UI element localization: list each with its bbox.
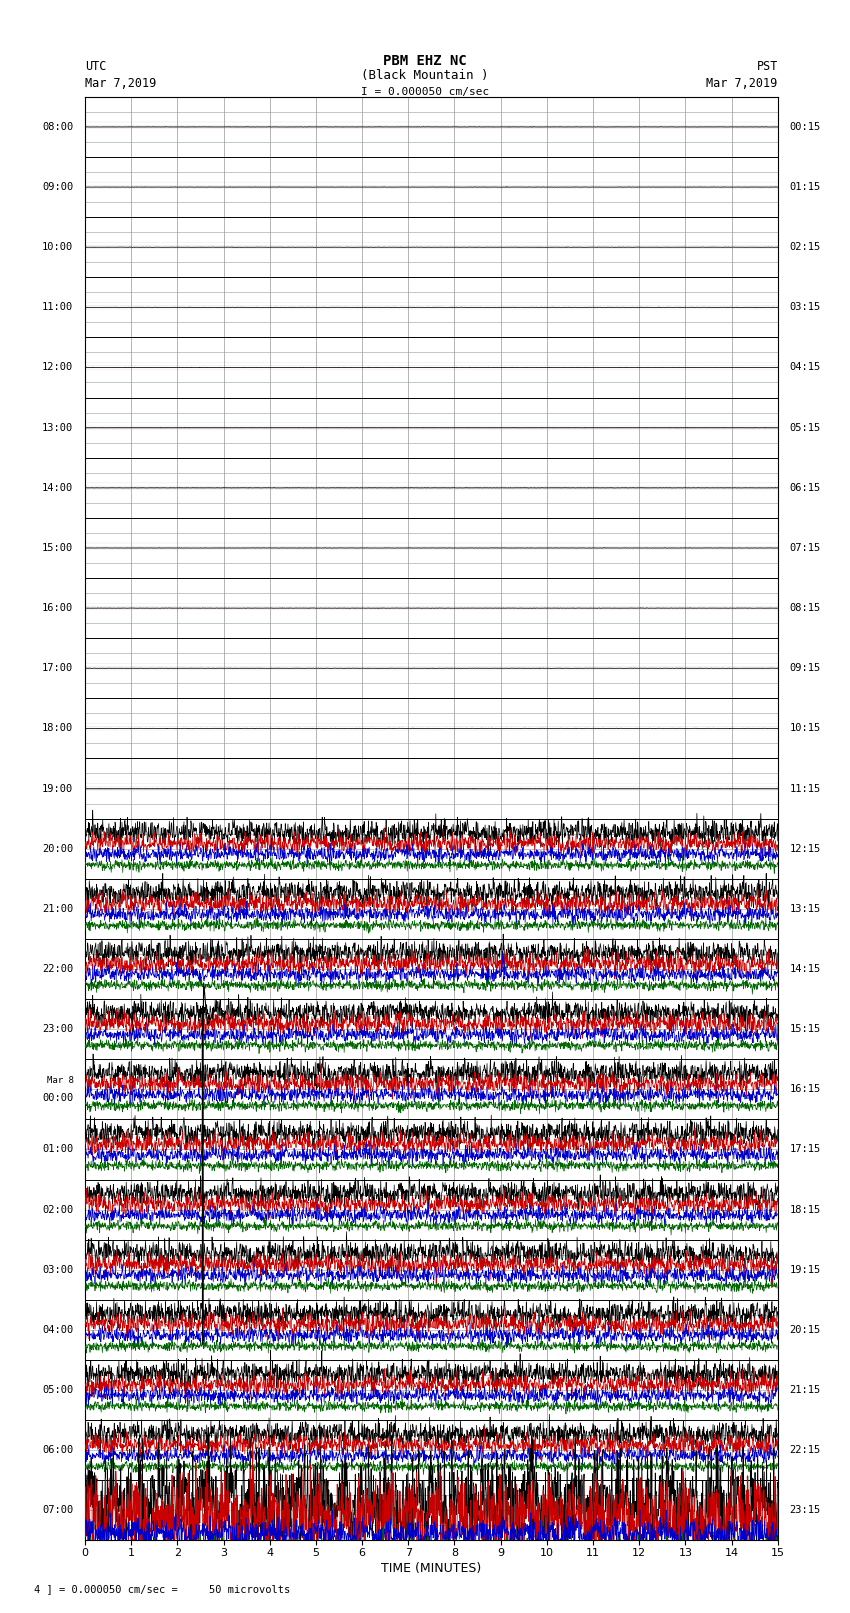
Text: 23:00: 23:00 [42,1024,73,1034]
Text: 00:15: 00:15 [790,123,820,132]
X-axis label: TIME (MINUTES): TIME (MINUTES) [382,1563,481,1576]
Text: 01:15: 01:15 [790,182,820,192]
Text: 18:15: 18:15 [790,1205,820,1215]
Text: I = 0.000050 cm/sec: I = 0.000050 cm/sec [361,87,489,97]
Text: 16:00: 16:00 [42,603,73,613]
Text: 20:00: 20:00 [42,844,73,853]
Text: 09:00: 09:00 [42,182,73,192]
Text: 18:00: 18:00 [42,723,73,734]
Text: PBM EHZ NC: PBM EHZ NC [383,53,467,68]
Text: PST: PST [756,60,778,73]
Text: 23:15: 23:15 [790,1505,820,1515]
Text: 13:00: 13:00 [42,423,73,432]
Text: 21:15: 21:15 [790,1386,820,1395]
Text: 03:00: 03:00 [42,1265,73,1274]
Text: 03:15: 03:15 [790,302,820,313]
Text: 05:15: 05:15 [790,423,820,432]
Text: Mar 8: Mar 8 [47,1076,73,1086]
Text: 02:00: 02:00 [42,1205,73,1215]
Text: 4 ] = 0.000050 cm/sec =     50 microvolts: 4 ] = 0.000050 cm/sec = 50 microvolts [34,1584,290,1594]
Text: 06:00: 06:00 [42,1445,73,1455]
Text: 11:00: 11:00 [42,302,73,313]
Text: 21:00: 21:00 [42,903,73,915]
Text: 19:00: 19:00 [42,784,73,794]
Text: 12:00: 12:00 [42,363,73,373]
Text: 10:15: 10:15 [790,723,820,734]
Text: 17:15: 17:15 [790,1145,820,1155]
Text: 20:15: 20:15 [790,1324,820,1336]
Text: 14:15: 14:15 [790,965,820,974]
Text: 15:15: 15:15 [790,1024,820,1034]
Text: 07:00: 07:00 [42,1505,73,1515]
Text: Mar 7,2019: Mar 7,2019 [85,77,156,90]
Text: 04:15: 04:15 [790,363,820,373]
Text: Mar 7,2019: Mar 7,2019 [706,77,778,90]
Text: 13:15: 13:15 [790,903,820,915]
Text: 08:15: 08:15 [790,603,820,613]
Text: 14:00: 14:00 [42,482,73,492]
Text: 06:15: 06:15 [790,482,820,492]
Text: 12:15: 12:15 [790,844,820,853]
Text: 09:15: 09:15 [790,663,820,673]
Text: 22:00: 22:00 [42,965,73,974]
Text: 16:15: 16:15 [790,1084,820,1094]
Text: 08:00: 08:00 [42,123,73,132]
Text: 17:00: 17:00 [42,663,73,673]
Text: 22:15: 22:15 [790,1445,820,1455]
Text: 11:15: 11:15 [790,784,820,794]
Text: 02:15: 02:15 [790,242,820,252]
Text: 07:15: 07:15 [790,544,820,553]
Text: (Black Mountain ): (Black Mountain ) [361,69,489,82]
Text: 05:00: 05:00 [42,1386,73,1395]
Text: 00:00: 00:00 [42,1094,73,1103]
Text: 19:15: 19:15 [790,1265,820,1274]
Text: 15:00: 15:00 [42,544,73,553]
Text: 01:00: 01:00 [42,1145,73,1155]
Text: 10:00: 10:00 [42,242,73,252]
Text: UTC: UTC [85,60,106,73]
Text: 04:00: 04:00 [42,1324,73,1336]
